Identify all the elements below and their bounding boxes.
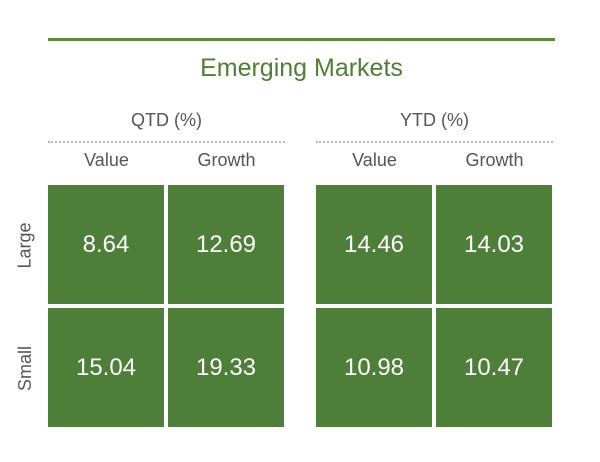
column-label-value: Value — [84, 150, 129, 170]
column-label-growth: Growth — [197, 150, 256, 170]
heatmap-cell: 19.33 — [168, 308, 284, 427]
heatmap-cell: 10.98 — [316, 308, 432, 427]
heatmap-cell: 12.69 — [168, 185, 284, 304]
heatmap-cell: 15.04 — [48, 308, 164, 427]
panel-divider — [48, 141, 285, 143]
column-label-value: Value — [352, 150, 397, 170]
heatmap-cell: 14.46 — [316, 185, 432, 304]
heatmap-cell: 8.64 — [48, 185, 164, 304]
top-rule — [48, 38, 555, 41]
heatmap-cell: 10.47 — [436, 308, 552, 427]
row-label-text: Large — [14, 221, 35, 269]
chart-title: Emerging Markets — [200, 54, 403, 82]
column-label-growth: Growth — [465, 150, 524, 170]
panel-header: QTD (%) — [131, 110, 202, 130]
row-label-large: Large — [10, 185, 40, 305]
heatmap-cell: 14.03 — [436, 185, 552, 304]
panel-header: YTD (%) — [400, 110, 469, 130]
panel-divider — [316, 141, 553, 143]
row-label-small: Small — [10, 308, 40, 428]
row-label-text: Small — [14, 345, 35, 391]
